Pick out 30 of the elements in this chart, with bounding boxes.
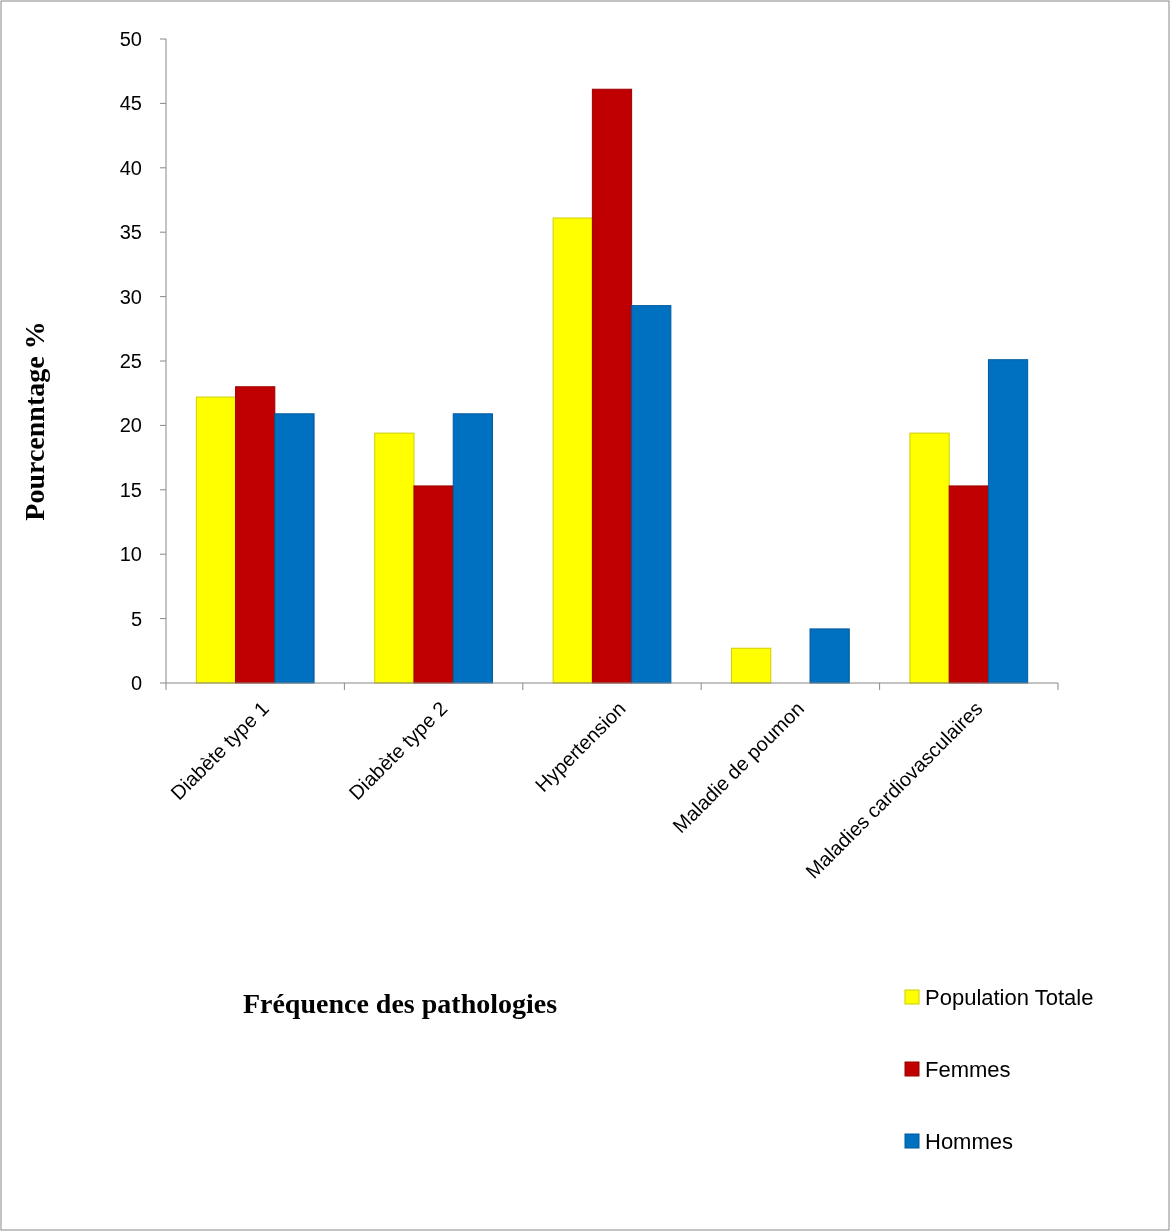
y-tick-label: 10 bbox=[119, 543, 142, 566]
y-tick-label: 5 bbox=[130, 607, 142, 630]
y-tick-label: 0 bbox=[130, 672, 142, 694]
bar bbox=[631, 305, 672, 684]
legend-label: Hommes bbox=[925, 1128, 1014, 1154]
bar bbox=[591, 88, 633, 684]
x-axis-title: Fréquence des pathologies bbox=[242, 987, 558, 1019]
bar bbox=[235, 386, 276, 684]
y-tick-label: 50 bbox=[119, 28, 142, 50]
bar bbox=[909, 432, 950, 684]
y-tick-label: 30 bbox=[119, 285, 142, 308]
bar bbox=[731, 647, 772, 684]
y-tick-label: 35 bbox=[119, 221, 142, 244]
legend-label: Population Totale bbox=[925, 984, 1094, 1010]
bar bbox=[374, 432, 415, 684]
legend-label: Femmes bbox=[925, 1056, 1011, 1082]
bar bbox=[195, 396, 237, 684]
bar bbox=[987, 359, 1029, 684]
bar bbox=[948, 485, 989, 684]
y-tick-label: 40 bbox=[119, 156, 142, 179]
bar bbox=[552, 217, 593, 684]
y-tick-label: 45 bbox=[119, 92, 142, 115]
bar bbox=[809, 628, 850, 684]
bar bbox=[413, 485, 454, 684]
y-axis-title: Pourcenntage % bbox=[18, 321, 50, 521]
bar bbox=[274, 413, 315, 684]
bar bbox=[452, 413, 493, 684]
y-tick-label: 20 bbox=[119, 414, 142, 437]
y-tick-label: 15 bbox=[119, 478, 142, 501]
y-tick-label: 25 bbox=[119, 350, 142, 372]
